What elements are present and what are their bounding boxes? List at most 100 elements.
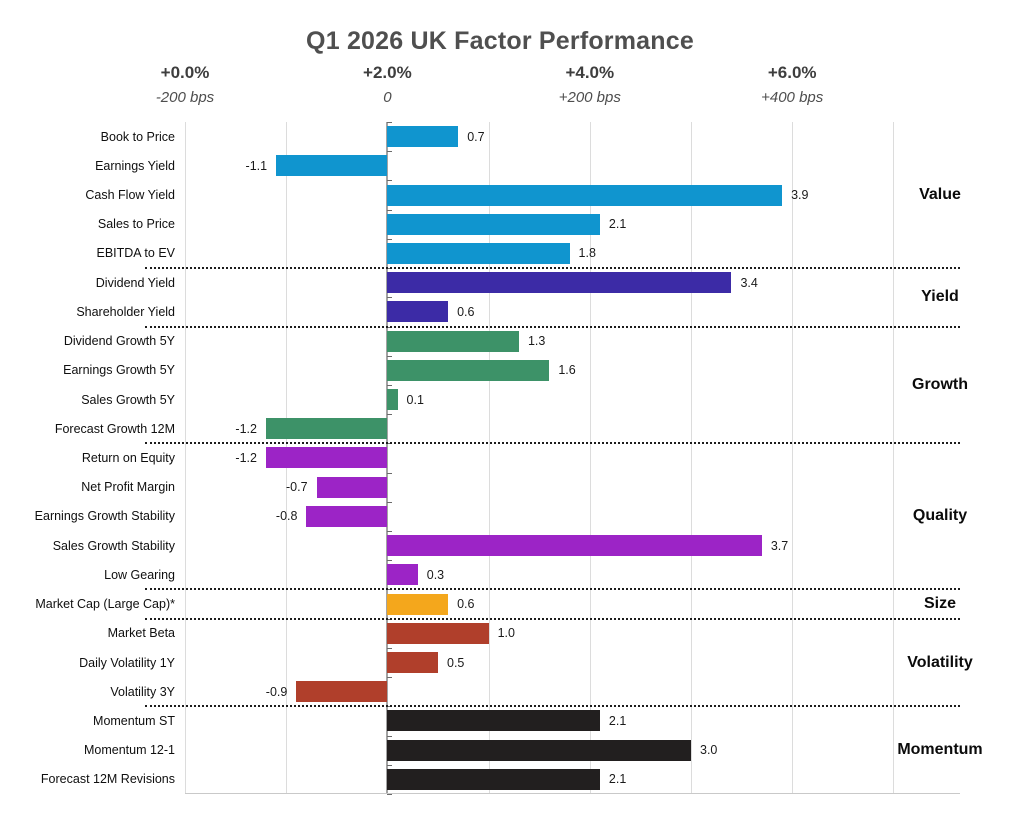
category-label: Net Profit Margin [81,480,175,495]
bar-value-label: 1.3 [527,334,546,349]
category-label: Sales Growth Stability [52,538,175,553]
zero-axis-tick [387,414,393,416]
bar [387,710,600,732]
bar [387,301,449,323]
x-axis-secondary-tick: -200 bps [155,89,215,106]
zero-axis-tick [387,531,393,533]
group-separator [145,325,960,328]
zero-axis-tick [387,560,393,562]
group-label: Value [919,186,961,204]
category-label: Low Gearing [104,567,175,582]
group-separator [145,617,960,620]
category-label: Earnings Growth 5Y [63,363,175,378]
bar-value-label: 0.3 [426,567,445,582]
x-axis-primary-tick: +0.0% [160,63,210,82]
category-label: Sales Growth 5Y [81,392,175,407]
bar [276,155,388,177]
group-separator [145,588,960,591]
bar [387,389,398,411]
category-label: Market Beta [107,626,175,641]
bar [316,476,388,498]
category-label: Forecast Growth 12M [54,421,175,436]
zero-axis-tick [387,384,393,386]
bar [265,447,388,469]
x-axis-primary-tick: +4.0% [565,63,615,82]
bar [387,184,783,206]
bar [387,213,600,235]
category-label: Volatility 3Y [110,684,175,699]
category-label: Sales to Price [97,217,175,232]
group-label: Quality [912,507,968,525]
bar [387,768,600,790]
bar-value-label: 1.0 [497,626,515,641]
bar-value-label: 2.1 [608,217,627,232]
group-label: Momentum [897,741,983,759]
x-axis-secondary-tick: +400 bps [761,89,824,106]
zero-axis-tick [387,501,393,503]
gridline [185,122,186,794]
bar-value-label: 2.1 [608,772,627,787]
bar [387,272,732,294]
zero-axis-tick [387,297,393,299]
bar-value-label: -0.7 [286,480,308,495]
category-label: Return on Equity [81,450,175,465]
category-label: Dividend Growth 5Y [63,334,175,349]
bar-value-label: 1.8 [578,246,596,261]
bar [387,739,691,761]
group-separator [145,705,960,708]
bar-value-label: -1.1 [245,158,268,173]
x-axis-primary-tick: +2.0% [363,63,412,82]
zero-axis-tick [387,735,393,737]
bar-value-label: 0.1 [406,392,424,407]
bar-value-label: 3.4 [740,275,758,290]
bar-value-label: 0.6 [457,304,475,319]
bar-value-label: 3.9 [791,188,809,203]
category-label: Earnings Growth Stability [34,509,175,524]
bar-value-label: -1.2 [235,421,257,436]
bar [296,681,388,703]
bar-value-label: -0.8 [275,509,298,524]
category-label: Book to Price [100,129,175,144]
zero-axis-tick [387,209,393,211]
category-label: Dividend Yield [95,275,175,290]
gridline [691,122,692,794]
x-axis-baseline [185,792,960,794]
bar-value-label: 3.7 [770,538,789,553]
zero-axis-line [386,122,389,794]
bar-value-label: -0.9 [265,684,288,699]
category-label: Market Cap (Large Cap)* [35,597,175,612]
zero-axis-tick [387,238,393,240]
zero-axis-tick [387,122,393,123]
zero-axis-tick [387,647,393,649]
category-label: Daily Volatility 1Y [79,655,175,670]
bar-value-label: 2.1 [608,713,627,728]
zero-axis-tick [387,677,393,679]
group-separator [145,442,960,445]
chart-title: Q1 2026 UK Factor Performance [306,27,694,55]
bar [387,359,550,381]
bar [387,593,449,615]
category-label: EBITDA to EV [96,246,175,261]
gridline [589,122,591,794]
zero-axis-tick [387,793,393,795]
bar [387,242,570,264]
category-label: Shareholder Yield [76,304,175,319]
bar [387,330,519,352]
group-label: Growth [912,375,968,393]
bar [387,564,418,586]
x-axis-primary-tick: +6.0% [767,63,817,82]
category-label: Momentum ST [93,713,175,728]
zero-axis-tick [387,472,393,474]
bar-value-label: 0.7 [467,129,485,144]
zero-axis-tick [387,151,393,153]
zero-axis-tick [387,355,393,357]
bar [387,535,762,557]
zero-axis-tick [387,764,393,766]
x-axis-secondary-tick: +200 bps [558,89,621,106]
x-axis-secondary-tick: 0 [383,89,392,106]
bar-value-label: -1.2 [235,450,257,465]
category-label: Cash Flow Yield [85,188,175,203]
bar-value-label: 1.6 [558,363,576,378]
bar [306,505,388,527]
